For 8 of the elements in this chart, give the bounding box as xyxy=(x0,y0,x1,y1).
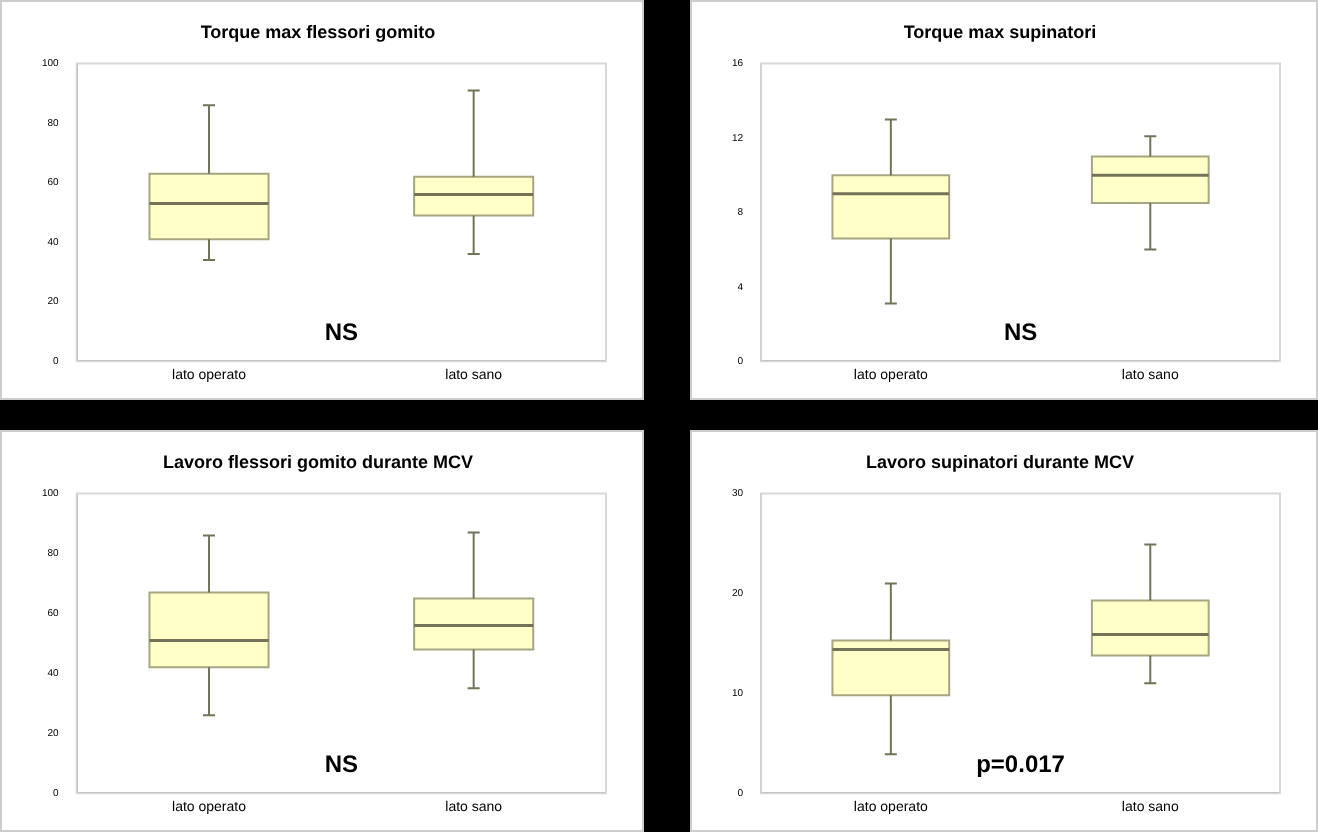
annotation: NS xyxy=(1003,317,1038,346)
annotation: NS xyxy=(324,317,359,346)
annotation: p=0.017 xyxy=(976,749,1066,778)
chart-title: Lavoro flessori gomito durante MCV xyxy=(162,451,474,472)
chart-title: Lavoro supinatori durante MCV xyxy=(865,451,1135,472)
chart-title: Torque max supinatori xyxy=(903,21,1097,42)
chart-title: Torque max flessori gomito xyxy=(200,21,437,42)
annotation: NS xyxy=(324,749,359,778)
